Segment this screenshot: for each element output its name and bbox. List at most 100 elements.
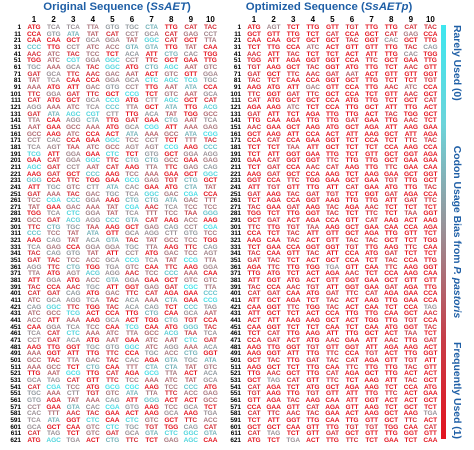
original-codon: TAC <box>204 137 217 145</box>
optimized-row: 551 TGT AAG TTG TGT GTT ATT TTG TTC ACT GAA <box>220 390 442 397</box>
optimized-codon: GAA <box>423 157 438 165</box>
original-codon: GAG <box>203 123 218 131</box>
original-codon: CCA <box>203 317 218 325</box>
optimized-codon: CAT <box>365 290 378 298</box>
original-codon: TCA <box>27 243 41 251</box>
optimized-codon: GTT <box>325 390 339 398</box>
optimized-codon: CAA <box>247 323 261 331</box>
original-codon: AAG <box>144 383 159 391</box>
original-codon: TCC <box>46 230 61 238</box>
original-codon: TTT <box>184 137 197 145</box>
original-codon: GTA <box>164 357 178 364</box>
optimized-codon: GAT <box>286 203 300 211</box>
original-row: 461 TCA CAT CTC AAA ATC TTA GCC ACG TAA TCA <box>0 330 222 337</box>
optimized-codon: CCA <box>423 290 438 298</box>
original-codon: CTG <box>164 317 178 325</box>
original-codon: CCC <box>27 43 41 51</box>
original-codon: ATT <box>125 396 139 404</box>
original-row-number: 421 <box>10 303 21 311</box>
optimized-codon: GCT <box>345 77 359 85</box>
optimized-codon: GAT <box>247 110 261 118</box>
original-codon: TTC <box>125 290 139 298</box>
original-codon: GAC <box>85 83 100 91</box>
optimized-codon: AAC <box>286 283 301 291</box>
optimized-codon: ACT <box>306 257 320 265</box>
optimized-codon: GTT <box>325 343 339 351</box>
optimized-codon: TTC <box>326 350 339 358</box>
optimized-codon: GAT <box>345 117 359 125</box>
optimized-codon: TCT <box>286 24 300 31</box>
optimized-row-number: 411 <box>230 297 241 305</box>
optimized-codon: ATT <box>385 197 398 205</box>
optimized-codon: TTG <box>286 263 300 271</box>
original-codon: ATT <box>47 150 60 158</box>
original-codon: GTA <box>105 237 119 245</box>
optimized-codon: GCT <box>423 110 438 118</box>
original-row-number: 141 <box>10 117 21 125</box>
optimized-row-number: 161 <box>230 130 241 138</box>
original-codon: AAG <box>105 170 120 178</box>
optimized-row: 151 AAC GAA GCT AAG ATG GCT AGA ATT AAG GAA <box>220 124 442 131</box>
optimized-codon: ACT <box>345 50 359 58</box>
optimized-codon: GAA <box>403 297 418 305</box>
original-codon: GCT <box>125 223 139 231</box>
optimized-codon: GTT <box>247 396 261 404</box>
original-codon: GAC <box>85 357 100 364</box>
optimized-codon: CCA <box>266 177 281 185</box>
optimized-row-number: 501 <box>230 357 241 364</box>
original-codon: TTC <box>164 163 178 171</box>
original-codon: GCA <box>105 257 120 265</box>
original-codon: CTG <box>183 350 198 358</box>
optimized-codon: GCT <box>286 170 300 178</box>
optimized-row: 211 TCT GAT CCA AAC CAT AAG TTG TTC GAA CAA <box>220 164 442 171</box>
original-codon: CCG <box>183 257 198 265</box>
original-codon: TCA <box>125 190 139 198</box>
optimized-codon: AAG <box>266 190 281 198</box>
optimized-codon: GGT <box>325 243 340 251</box>
original-codon: CTC <box>164 430 178 438</box>
optimized-codon: CCA <box>286 243 301 251</box>
original-row-number: 541 <box>10 383 21 391</box>
optimized-row-number: 521 <box>230 370 241 378</box>
original-codon: CCC <box>105 103 120 111</box>
original-row: 1 ATG TCA TCA TTA GTG TGC CTA TTG CAT TAC <box>0 24 222 31</box>
original-codon: GGT <box>66 416 81 424</box>
optimized-codon: AAG <box>364 130 379 138</box>
original-row: 211 AGC GAT CCT AAT CAT AAG TTA TTC GAG CAG <box>0 164 222 171</box>
original-codon: TAT <box>165 257 177 265</box>
original-codon: GAA <box>164 170 179 178</box>
optimized-row-number: 381 <box>230 277 241 285</box>
original-codon: GTC <box>105 390 120 398</box>
original-codon: TGG <box>203 237 218 245</box>
original-codon: ACC <box>85 257 100 265</box>
optimized-codon: CAA <box>247 37 261 45</box>
optimized-row: 411 ATT GCT AGA TCT TAC ACT AAG TTG GAA CCA <box>220 297 442 304</box>
optimized-codon: CAT <box>345 183 359 191</box>
original-codon: GAT <box>27 190 41 198</box>
original-codon: CAC <box>183 50 198 58</box>
optimized-codon: GTT <box>384 357 398 364</box>
original-codon: TTA <box>27 270 41 278</box>
original-codon: AAC <box>85 70 100 78</box>
original-codon: AAT <box>86 163 100 171</box>
original-codon: GAA <box>144 117 159 125</box>
original-row-number: 441 <box>10 317 21 325</box>
original-codon: CCT <box>144 137 159 145</box>
optimized-codon: CAT <box>286 376 300 384</box>
optimized-codon: GCT <box>345 230 359 238</box>
optimized-row: 301 TTC TTG TGT TAA AAG GCT GAA CAA CCA AGA <box>220 224 442 231</box>
original-codon: GCT <box>66 37 80 45</box>
original-codon: AGA <box>46 396 61 404</box>
original-codon: GGA <box>65 150 81 158</box>
original-codon: TAC <box>204 323 217 331</box>
optimized-row: 221 AAG GAT GCT CCA AAG TCT AAG GAA GCT GGT <box>220 171 442 178</box>
original-codon: CGC <box>124 383 140 391</box>
original-codon: TAT <box>185 43 197 51</box>
optimized-codon: TCT <box>286 110 300 118</box>
original-codon: ATG <box>47 97 61 105</box>
optimized-codon: AGA <box>364 230 379 238</box>
original-row: 601 GCA GCT CAA GTC CTC TGC TGT TGG CAG CAT <box>0 424 222 431</box>
original-codon: ATT <box>106 250 119 258</box>
original-row-number: 81 <box>13 77 21 85</box>
original-codon: TTA <box>86 24 99 31</box>
